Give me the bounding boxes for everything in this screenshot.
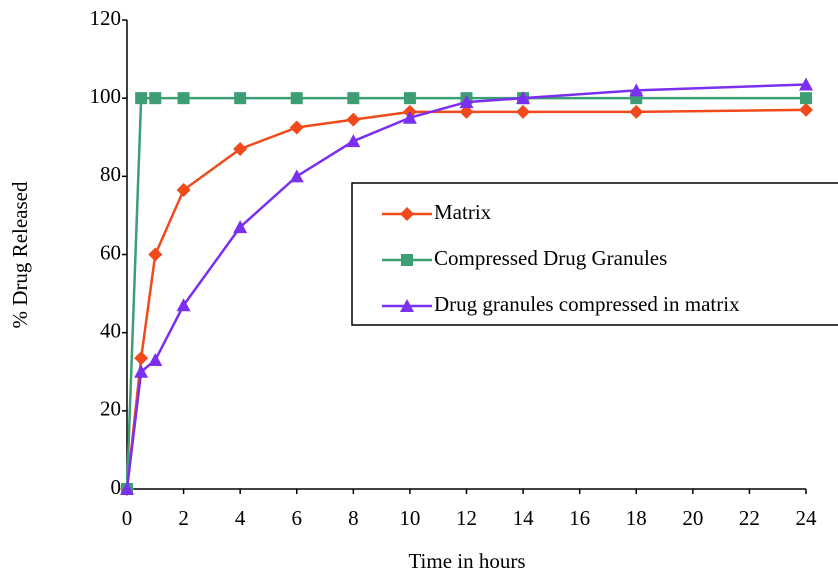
data-point	[629, 104, 644, 119]
data-point	[120, 482, 134, 495]
data-point	[799, 77, 813, 91]
x-tick-label: 4	[235, 506, 246, 530]
data-point	[402, 110, 417, 124]
y-tick-label: 100	[90, 84, 122, 108]
data-point	[233, 220, 248, 234]
data-point	[459, 95, 474, 109]
x-tick-label: 8	[348, 506, 359, 530]
data-point	[516, 104, 531, 119]
x-tick-label: 0	[122, 506, 133, 530]
x-tick-label: 10	[399, 506, 420, 530]
legend-label: Drug granules compressed in matrix	[434, 292, 740, 316]
data-point	[346, 134, 361, 148]
data-point	[233, 141, 248, 156]
data-point	[629, 83, 644, 97]
data-point	[135, 92, 148, 105]
data-point	[459, 104, 474, 119]
data-point	[149, 92, 162, 105]
y-tick-label: 40	[100, 318, 121, 342]
data-point	[134, 364, 149, 378]
data-point	[134, 351, 149, 366]
legend-label: Matrix	[434, 200, 492, 224]
data-point	[347, 92, 360, 105]
data-point	[148, 247, 163, 262]
legend-marker	[400, 299, 414, 312]
x-axis-label: Time in hours	[408, 549, 525, 573]
y-tick-label: 0	[111, 475, 122, 499]
x-tick-label: 16	[569, 506, 590, 530]
data-point	[290, 92, 303, 105]
x-tick-label: 12	[456, 506, 477, 530]
legend-label: Compressed Drug Granules	[434, 246, 667, 270]
data-point	[234, 92, 247, 105]
x-tick-label: 6	[292, 506, 303, 530]
data-point	[177, 92, 190, 105]
data-point	[346, 112, 361, 127]
legend-marker	[401, 254, 413, 266]
x-tick-label: 20	[682, 506, 703, 530]
data-point	[289, 120, 304, 135]
x-tick-label: 2	[178, 506, 189, 530]
data-point	[176, 183, 191, 198]
y-tick-label: 120	[90, 6, 122, 30]
x-tick-label: 24	[796, 506, 818, 530]
y-tick-label: 20	[100, 397, 121, 421]
y-tick-label: 60	[100, 240, 121, 264]
data-point	[516, 91, 531, 105]
data-point	[176, 298, 191, 312]
x-tick-label: 22	[739, 506, 760, 530]
data-point	[800, 92, 812, 105]
y-tick-label: 80	[100, 162, 121, 186]
legend	[351, 182, 838, 326]
x-tick-label: 14	[513, 506, 535, 530]
x-tick-label: 18	[626, 506, 647, 530]
legend-marker	[400, 207, 414, 221]
data-point	[799, 102, 813, 117]
series-line	[125, 108, 807, 490]
data-point	[148, 353, 163, 367]
data-point	[289, 169, 304, 183]
y-axis-label: % Drug Released	[8, 181, 32, 328]
data-point	[403, 92, 416, 105]
